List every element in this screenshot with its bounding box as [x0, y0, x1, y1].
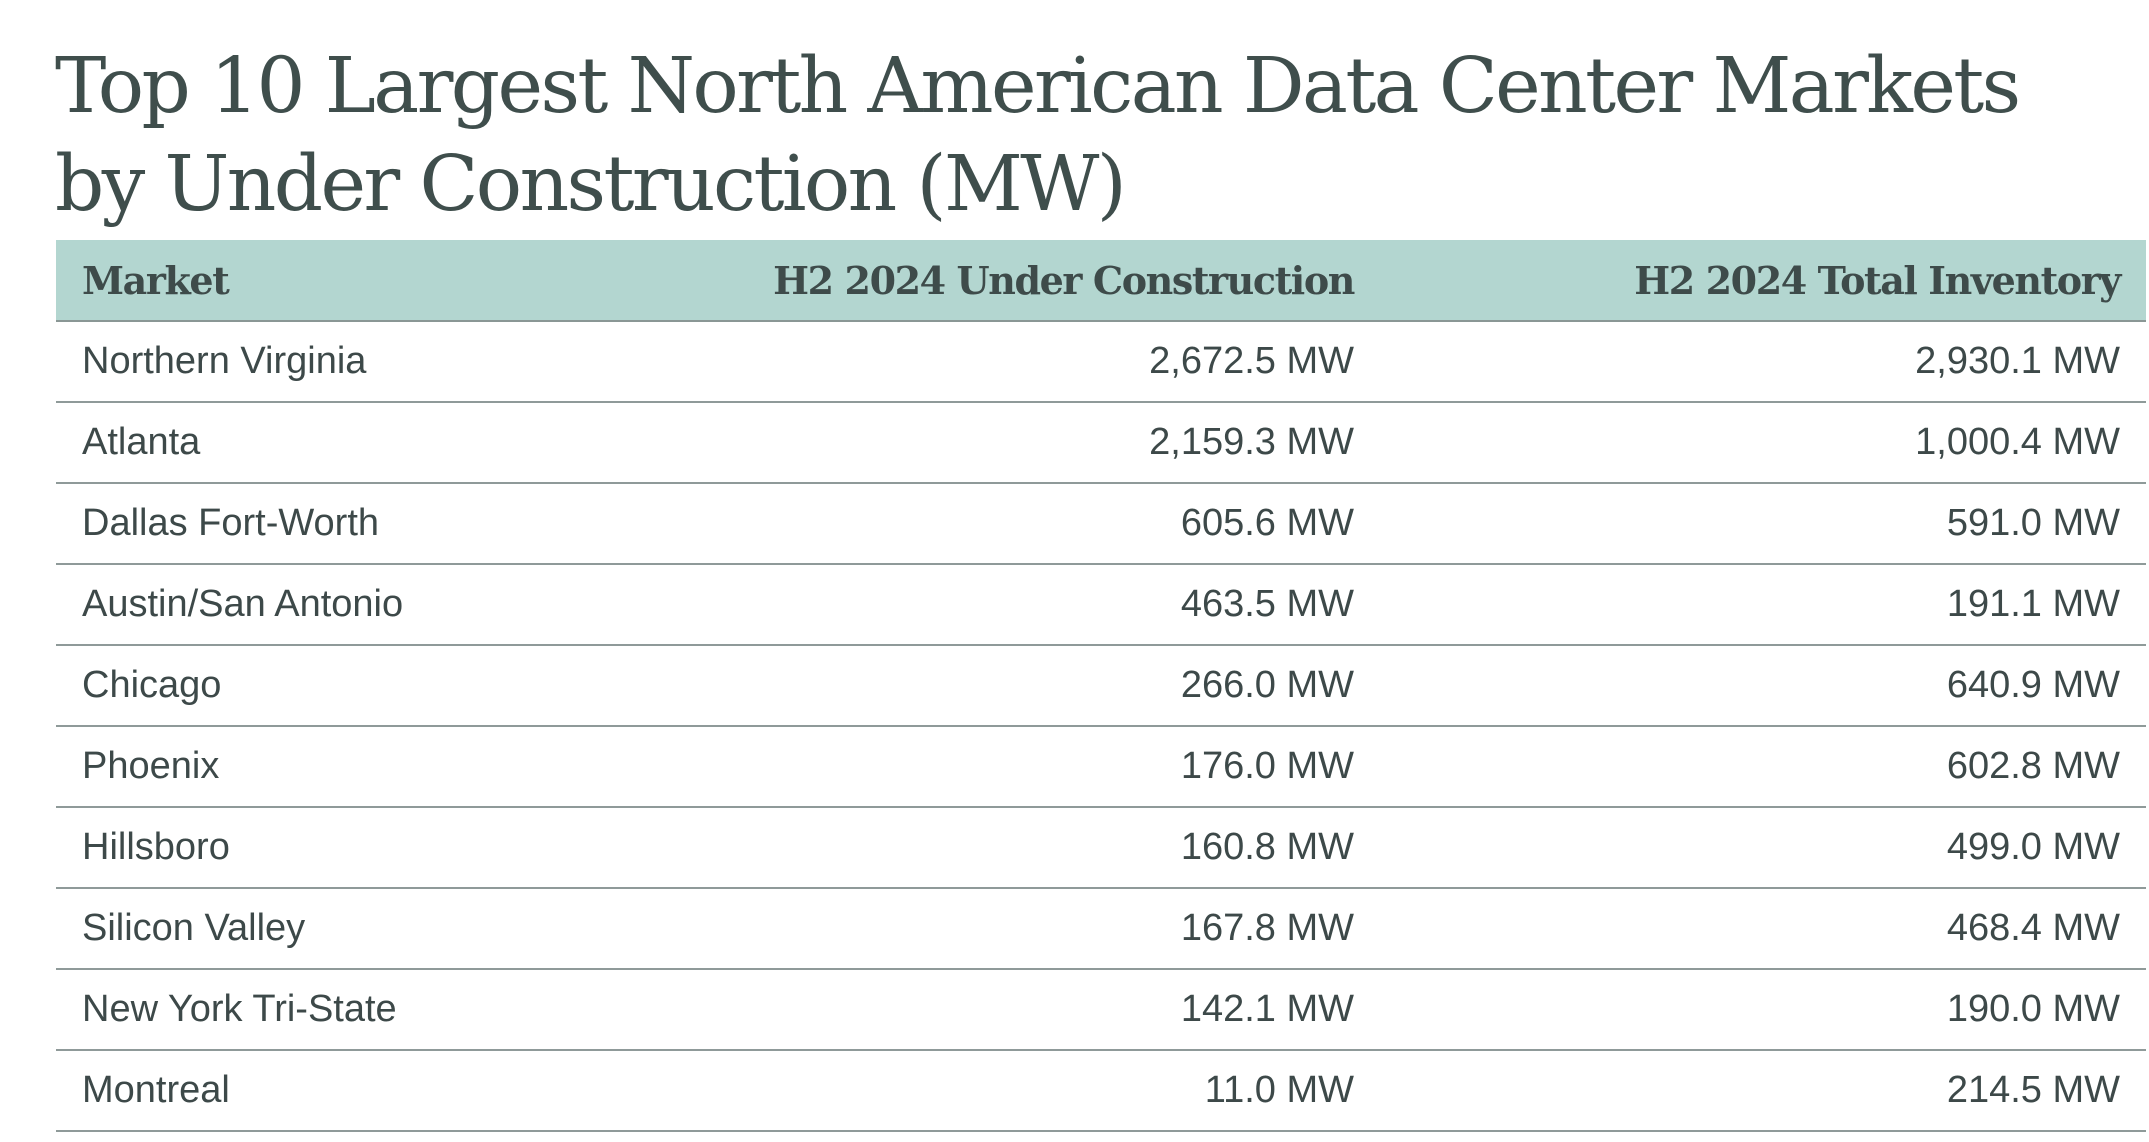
total-inventory-cell: 499.0 MW [1380, 807, 2146, 889]
market-cell: Chicago [56, 645, 706, 727]
under-construction-cell: 463.5 MW [706, 564, 1380, 646]
table-row: Chicago 266.0 MW 640.9 MW [56, 645, 2146, 727]
table-row: Phoenix 176.0 MW 602.8 MW [56, 726, 2146, 808]
column-header-market: Market [56, 240, 706, 322]
chart-title-line-1: Top 10 Largest North American Data Cente… [55, 42, 2021, 131]
under-construction-cell: 167.8 MW [706, 888, 1380, 970]
table-row: Atlanta 2,159.3 MW 1,000.4 MW [56, 402, 2146, 484]
under-construction-cell: 2,672.5 MW [706, 321, 1380, 403]
total-inventory-cell: 214.5 MW [1380, 1050, 2146, 1132]
under-construction-cell: 605.6 MW [706, 483, 1380, 565]
table-header: Market H2 2024 Under Construction H2 202… [56, 240, 2146, 322]
market-cell: Hillsboro [56, 807, 706, 889]
total-inventory-cell: 1,000.4 MW [1380, 402, 2146, 484]
total-inventory-cell: 591.0 MW [1380, 483, 2146, 565]
column-header-total-inventory: H2 2024 Total Inventory [1380, 240, 2146, 322]
market-cell: Dallas Fort-Worth [56, 483, 706, 565]
table-row: Montreal 11.0 MW 214.5 MW [56, 1050, 2146, 1132]
market-cell: Montreal [56, 1050, 706, 1132]
total-inventory-cell: 602.8 MW [1380, 726, 2146, 808]
table-row: Dallas Fort-Worth 605.6 MW 591.0 MW [56, 483, 2146, 565]
market-cell: Phoenix [56, 726, 706, 808]
under-construction-cell: 176.0 MW [706, 726, 1380, 808]
under-construction-cell: 266.0 MW [706, 645, 1380, 727]
table-body: Northern Virginia 2,672.5 MW 2,930.1 MW Atl… [56, 321, 2146, 1132]
table-row: Silicon Valley 167.8 MW 468.4 MW [56, 888, 2146, 970]
total-inventory-cell: 2,930.1 MW [1380, 321, 2146, 403]
market-cell: New York Tri-State [56, 969, 706, 1051]
under-construction-cell: 142.1 MW [706, 969, 1380, 1051]
column-header-under-construction: H2 2024 Under Construction [706, 240, 1380, 322]
total-inventory-cell: 191.1 MW [1380, 564, 2146, 646]
chart-title: Top 10 Largest North American Data Cente… [55, 38, 2095, 234]
markets-table: Market H2 2024 Under Construction H2 202… [56, 240, 2146, 1132]
table-row: Hillsboro 160.8 MW 499.0 MW [56, 807, 2146, 889]
market-cell: Atlanta [56, 402, 706, 484]
total-inventory-cell: 640.9 MW [1380, 645, 2146, 727]
chart-title-line-2: by Under Construction (MW) [55, 140, 1127, 229]
market-cell: Northern Virginia [56, 321, 706, 403]
table-row: Northern Virginia 2,672.5 MW 2,930.1 MW [56, 321, 2146, 403]
total-inventory-cell: 190.0 MW [1380, 969, 2146, 1051]
market-cell: Austin/San Antonio [56, 564, 706, 646]
under-construction-cell: 2,159.3 MW [706, 402, 1380, 484]
market-cell: Silicon Valley [56, 888, 706, 970]
under-construction-cell: 160.8 MW [706, 807, 1380, 889]
table-row: Austin/San Antonio 463.5 MW 191.1 MW [56, 564, 2146, 646]
under-construction-cell: 11.0 MW [706, 1050, 1380, 1132]
total-inventory-cell: 468.4 MW [1380, 888, 2146, 970]
header-row: Market H2 2024 Under Construction H2 202… [56, 240, 2146, 322]
table-row: New York Tri-State 142.1 MW 190.0 MW [56, 969, 2146, 1051]
